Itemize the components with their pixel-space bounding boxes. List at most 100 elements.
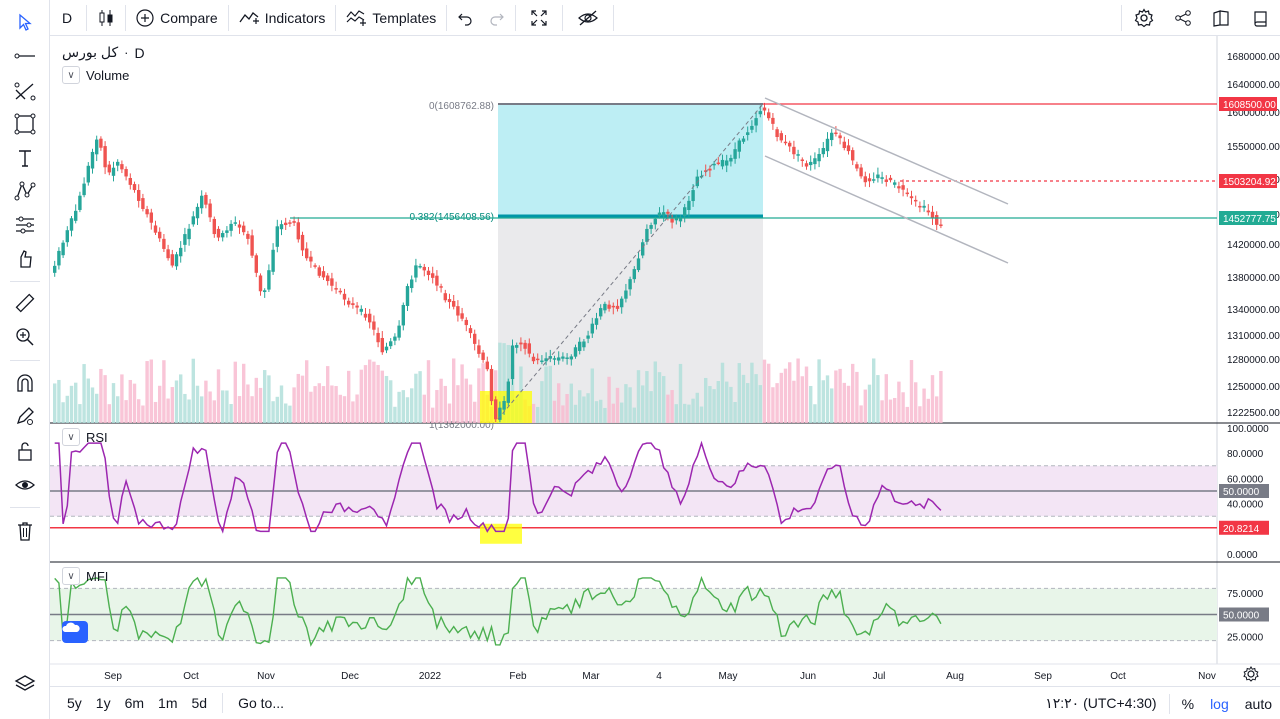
range-1m[interactable]: 1m xyxy=(158,695,178,711)
volume-bar xyxy=(78,404,82,423)
volume-bar xyxy=(384,375,389,423)
volume-bar xyxy=(431,407,435,423)
tradingview-logo[interactable] xyxy=(62,621,88,643)
lock-icon[interactable] xyxy=(10,437,40,465)
fullscreen-button[interactable] xyxy=(518,0,560,36)
candle xyxy=(258,275,263,292)
volume-bar xyxy=(313,386,317,423)
volume-bar xyxy=(116,396,120,423)
candle xyxy=(376,332,380,343)
volume-bar xyxy=(867,384,872,423)
chart-type-button[interactable] xyxy=(89,0,123,36)
volume-bar xyxy=(586,393,590,423)
volume-bar xyxy=(657,372,662,423)
candle xyxy=(506,381,510,403)
trend-line-icon[interactable] xyxy=(10,42,40,70)
candle xyxy=(456,306,460,316)
range-6m[interactable]: 6m xyxy=(124,695,145,711)
timezone-button[interactable]: ۱۲:۲۰ (UTC+4:30) xyxy=(1045,695,1157,711)
candle xyxy=(435,275,439,286)
fib-tools-icon[interactable] xyxy=(10,77,40,105)
rsi-collapse-button[interactable]: ∨ xyxy=(62,428,80,446)
candle xyxy=(536,358,540,361)
candles-icon xyxy=(99,9,113,26)
price-tick-label: 1310000.00 xyxy=(1227,331,1280,342)
stay-drawing-icon[interactable] xyxy=(10,402,40,430)
percent-button[interactable]: % xyxy=(1181,695,1195,712)
range-5d[interactable]: 5d xyxy=(191,695,208,711)
indicators-button[interactable]: Indicators xyxy=(231,0,334,36)
volume-bar xyxy=(846,385,851,423)
candle xyxy=(804,163,809,167)
snapshot-icon xyxy=(1213,10,1229,27)
price-tick-label: 1640000.00 xyxy=(1227,80,1280,91)
publish-button[interactable] xyxy=(1242,0,1280,36)
candle xyxy=(880,177,884,179)
volume-bar xyxy=(720,362,725,423)
chart-canvas[interactable]: 0(1608762.88)0.382(1456408.56)1(1362000.… xyxy=(50,36,1280,686)
mfi-legend: ∨ MFI xyxy=(62,567,108,585)
range-1y[interactable]: 1y xyxy=(95,695,111,711)
mfi-collapse-button[interactable]: ∨ xyxy=(62,567,80,585)
cursor-icon[interactable] xyxy=(10,8,40,36)
volume-bar xyxy=(359,369,363,423)
volume-bar xyxy=(321,386,326,423)
volume-bar xyxy=(376,364,380,423)
volume-bar xyxy=(536,406,540,423)
brush-icon[interactable] xyxy=(10,244,40,272)
volume-bar xyxy=(187,399,191,423)
volume-bar xyxy=(569,383,573,423)
layers-icon[interactable] xyxy=(10,670,40,698)
rectangle-icon[interactable] xyxy=(10,110,40,138)
time-tick-label: Jul xyxy=(873,671,886,682)
volume-bar xyxy=(263,370,267,423)
auto-button[interactable]: auto xyxy=(1244,695,1272,712)
volume-bar xyxy=(607,376,611,423)
volume-bar xyxy=(636,370,641,423)
pattern-icon[interactable] xyxy=(10,177,40,205)
candle xyxy=(590,323,594,334)
range-5y[interactable]: 5y xyxy=(67,695,82,711)
candle xyxy=(851,150,855,161)
volume-bar xyxy=(111,383,116,423)
hide-button[interactable] xyxy=(565,0,611,36)
volume-series xyxy=(53,342,943,423)
zoom-in-icon[interactable] xyxy=(10,323,40,351)
templates-button[interactable]: Templates xyxy=(338,0,444,36)
interval-button[interactable]: D xyxy=(50,0,84,36)
volume-collapse-button[interactable]: ∨ xyxy=(62,66,80,84)
snapshot-button[interactable] xyxy=(1202,0,1242,36)
price-tag-label: 1503204.92 xyxy=(1223,177,1276,188)
candle xyxy=(779,133,783,141)
settings-button[interactable] xyxy=(1124,0,1164,36)
trash-icon[interactable] xyxy=(10,517,40,545)
share-button[interactable] xyxy=(1164,0,1202,36)
goto-button[interactable]: Go to... xyxy=(238,695,284,711)
magnet-icon[interactable] xyxy=(10,369,40,397)
price-tick-label: 1340000.00 xyxy=(1227,305,1280,316)
prediction-icon[interactable] xyxy=(10,211,40,239)
rsi-tick-label: 80.0000 xyxy=(1227,449,1264,460)
candle xyxy=(418,265,422,268)
candle xyxy=(338,290,342,293)
text-icon[interactable] xyxy=(10,144,40,172)
volume-bar xyxy=(401,390,405,423)
compare-button[interactable]: Compare xyxy=(128,0,226,36)
redo-button[interactable] xyxy=(481,0,513,36)
volume-bar xyxy=(292,387,296,423)
volume-bar xyxy=(687,404,691,423)
volume-bar xyxy=(603,407,607,423)
volume-bar xyxy=(666,394,670,423)
candle xyxy=(846,145,851,152)
eye-icon[interactable] xyxy=(10,471,40,499)
log-button[interactable]: log xyxy=(1210,695,1229,712)
candle xyxy=(561,356,565,359)
ruler-icon[interactable] xyxy=(10,289,40,317)
candle xyxy=(884,179,888,182)
volume-bar xyxy=(53,383,57,423)
undo-button[interactable] xyxy=(449,0,481,36)
volume-bar xyxy=(712,389,716,423)
chart-area[interactable]: 0(1608762.88) 0.382(1456408.56) 1(1362000.… xyxy=(50,36,1280,686)
volume-bar xyxy=(792,380,796,423)
volume-bar xyxy=(641,385,645,423)
